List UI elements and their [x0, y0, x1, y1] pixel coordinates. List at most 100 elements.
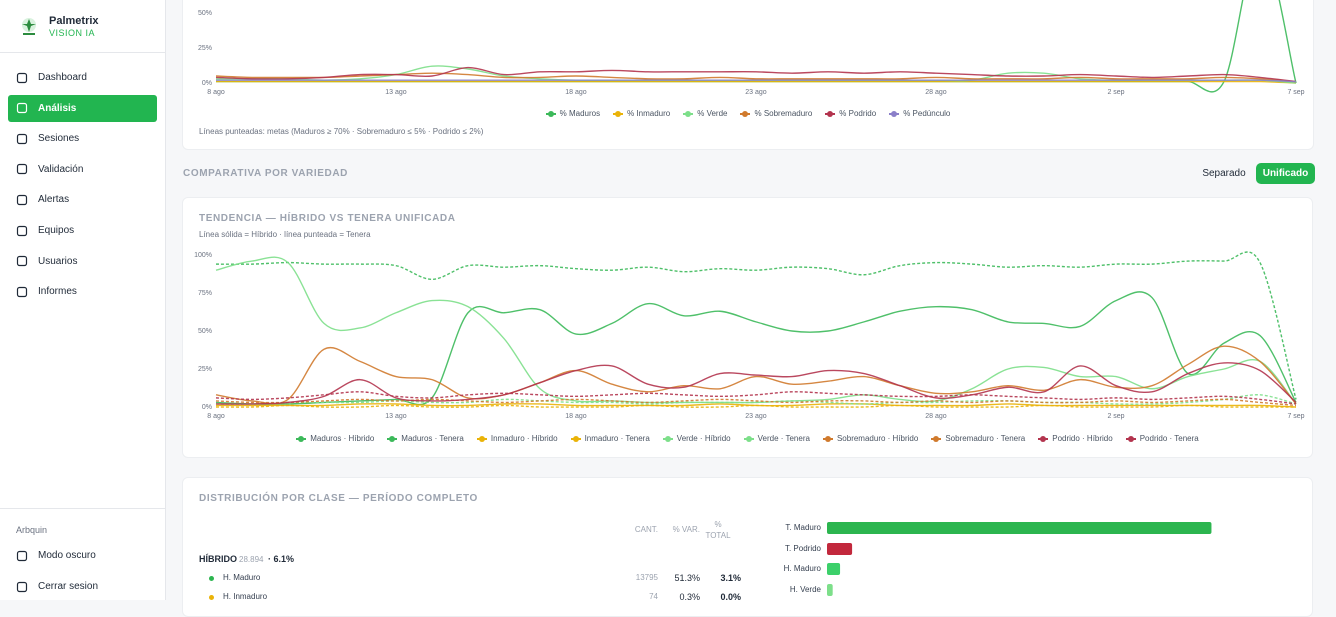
x-tick-label: 28 ago — [925, 89, 947, 96]
x-tick-label: 2 sep — [1107, 89, 1124, 96]
column-header: TOTAL — [705, 531, 731, 540]
nav-item[interactable]: Informes — [8, 278, 157, 305]
legend-item[interactable]: % Inmaduro — [613, 109, 670, 118]
series-line — [215, 404, 1296, 408]
legend-label: % Inmaduro — [627, 109, 671, 118]
y-tick-label: 0% — [202, 404, 212, 411]
row-label: H. Inmaduro — [223, 592, 268, 601]
legend-item[interactable]: Sobremaduro · Tenera — [931, 434, 1025, 443]
legend-swatch — [825, 110, 836, 117]
row-var: 51.3% — [674, 573, 700, 583]
x-tick-label: 18 ago — [565, 413, 587, 420]
sidebar: Palmetrix VISION IA Dashboard Análisis Ses… — [0, 0, 166, 600]
series-line — [215, 398, 1297, 407]
chart-note: Líneas punteadas: metas (Maduros ≥ 70% ·… — [199, 127, 484, 136]
bar-label: T. Maduro — [785, 523, 821, 532]
legend-item[interactable]: Podrido · Híbrido — [1038, 434, 1113, 443]
divider — [0, 508, 165, 509]
legend-label: Inmaduro · Tenera — [584, 434, 650, 443]
legend-item[interactable]: % Verde — [683, 109, 727, 118]
nav-item[interactable]: Usuarios — [8, 248, 157, 275]
legend-swatch — [476, 435, 487, 442]
legend-item[interactable]: % Pedúnculo — [889, 109, 950, 118]
nav-icon — [16, 581, 28, 592]
legend-item[interactable]: Maduros · Tenera — [387, 434, 464, 443]
footer-item[interactable]: Modo oscuro — [8, 542, 157, 569]
brand: Palmetrix — [49, 15, 99, 27]
bar-label: T. Podrido — [784, 544, 821, 553]
group-share: · 6.1% — [268, 554, 295, 564]
series-line — [216, 0, 1297, 93]
bar — [827, 563, 841, 575]
nav-item[interactable]: Dashboard — [8, 64, 157, 91]
nav-icon — [16, 194, 28, 205]
nav-label: Modo oscuro — [38, 550, 96, 561]
nav-icon — [16, 102, 28, 114]
legend-swatch — [931, 435, 942, 442]
legend-swatch — [889, 110, 900, 117]
toggle-button[interactable]: Unificado — [1256, 163, 1315, 184]
legend-item[interactable]: Podrido · Tenera — [1125, 434, 1199, 443]
group-name: HÍBRIDO — [199, 554, 237, 564]
nav-icon — [16, 550, 28, 561]
nav-item[interactable]: Equipos — [8, 217, 157, 244]
nav-label: Validación — [38, 163, 84, 175]
legend-swatch — [743, 435, 754, 442]
legend-swatch — [387, 435, 398, 442]
legend-item[interactable]: Sobremaduro · Híbrido — [822, 434, 919, 443]
row-total: 0.0% — [720, 592, 741, 602]
nav-item[interactable]: Sesiones — [8, 125, 157, 152]
nav-label: Dashboard — [38, 72, 87, 83]
legend-swatch — [545, 110, 556, 117]
legend-item[interactable]: % Podrido — [825, 109, 876, 118]
nav-icon — [16, 225, 28, 236]
legend-label: Sobremaduro · Híbrido — [836, 434, 919, 443]
group-count: 28.894 — [239, 555, 264, 564]
legend-swatch — [662, 435, 673, 442]
legend-label: % Pedúnculo — [903, 109, 951, 118]
legend-item[interactable]: Verde · Tenera — [743, 434, 810, 443]
footer-item[interactable]: Cerrar sesion — [8, 573, 157, 600]
x-tick-label: 18 ago — [565, 89, 587, 96]
legend-label: % Verde — [697, 109, 728, 118]
nav-item[interactable]: Análisis — [8, 94, 157, 122]
tagline: VISION IA — [49, 28, 96, 38]
toggle-button[interactable]: Separado — [1202, 168, 1246, 179]
legend-label: Verde · Híbrido — [676, 434, 731, 443]
row-label: H. Maduro — [223, 573, 261, 582]
y-tick-label: 75% — [198, 290, 212, 297]
x-tick-label: 23 ago — [745, 89, 767, 96]
legend-item[interactable]: % Sobremaduro — [740, 109, 812, 118]
y-tick-label: 50% — [198, 328, 212, 335]
y-tick-label: 100% — [194, 252, 212, 259]
series-line — [215, 256, 1297, 405]
series-line — [216, 79, 1297, 83]
y-tick-label: 0% — [202, 80, 212, 87]
legend-item[interactable]: Inmaduro · Híbrido — [476, 434, 558, 443]
column-header: % — [714, 520, 722, 529]
nav-icon — [16, 164, 28, 175]
legend-item[interactable]: Verde · Híbrido — [662, 434, 731, 443]
legend-item[interactable]: % Maduros — [545, 109, 601, 118]
nav-icon — [16, 286, 28, 297]
legend-label: Maduros · Tenera — [401, 434, 464, 443]
chart-subtitle: Línea sólida = Híbrido · línea punteada … — [199, 230, 371, 239]
nav-item[interactable]: Alertas — [8, 186, 157, 213]
bar — [827, 543, 853, 555]
legend-item[interactable]: Inmaduro · Tenera — [570, 434, 650, 443]
nav-label: Informes — [38, 286, 77, 298]
row-dot — [209, 595, 214, 600]
section-title: COMPARATIVA POR VARIEDAD — [183, 168, 348, 179]
chart: 0% 25% 50% 8 ago 13 ago 18 ago 23 ago 28 ago 2 s… — [198, 0, 1305, 96]
row-dot — [209, 576, 214, 581]
legend-swatch — [740, 110, 751, 117]
legend-label: % Sobremaduro — [754, 109, 813, 118]
legend: % Maduros % Inmaduro % Verde % Sobremaduro%… — [183, 109, 1313, 118]
x-tick-label: 2 sep — [1107, 413, 1124, 420]
logo — [22, 18, 36, 35]
legend-label: % Maduros — [559, 109, 601, 118]
x-tick-label: 8 ago — [207, 413, 225, 420]
divider — [0, 52, 165, 53]
nav-item[interactable]: Validación — [8, 156, 157, 183]
legend-item[interactable]: Maduros · Híbrido — [296, 434, 374, 443]
